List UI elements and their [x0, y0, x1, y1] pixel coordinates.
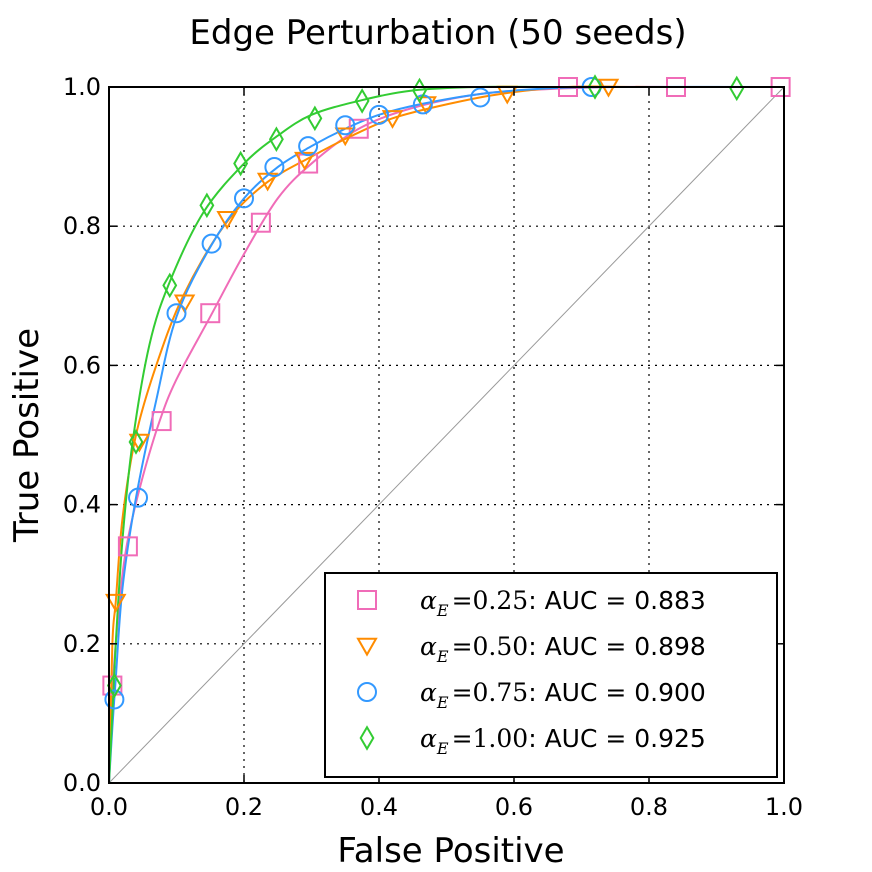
x-tick-label: 0.2	[225, 793, 263, 821]
legend-marker-1	[357, 590, 377, 610]
legend-label-2: αE =0.50: AUC = 0.898	[420, 632, 706, 666]
data-point-marker	[587, 74, 603, 100]
y-tick-label: 0.6	[63, 351, 101, 379]
legend-auc: : AUC = 0.898	[528, 632, 706, 661]
legend-marker-2	[356, 637, 378, 657]
legend-label-1: αE =0.25: AUC = 0.883	[420, 586, 706, 620]
x-tick-label: 1.0	[765, 793, 803, 821]
legend-alpha-symbol: α	[420, 724, 437, 753]
legend-subscript: E	[436, 739, 449, 758]
y-tick-label: 1.0	[63, 73, 101, 101]
data-point-marker	[216, 211, 238, 230]
data-point-marker	[200, 303, 221, 324]
y-tick-label: 0.8	[63, 212, 101, 240]
roc-curve-3	[109, 85, 785, 783]
legend-marker-4	[359, 725, 375, 751]
data-point-marker	[268, 126, 284, 152]
legend-alpha-value: =0.25	[452, 586, 529, 615]
data-point-marker	[233, 150, 249, 177]
legend-alpha-symbol: α	[420, 586, 437, 615]
ticks-layer: 0.0 0.2 0.4 0.6 0.8 1.0 0.0 0.2 0.4 0.6 0.8 1.0	[63, 73, 803, 821]
curves-layer	[109, 85, 785, 783]
data-point-marker	[105, 593, 127, 613]
x-tick-label: 0.6	[495, 793, 533, 821]
data-point-marker	[106, 672, 122, 699]
y-tick-label: 0.0	[63, 769, 101, 797]
data-point-marker	[294, 151, 316, 171]
x-axis-label: False Positive	[337, 831, 564, 871]
data-point-marker	[369, 104, 389, 125]
legend-label-4: αE =1.00: AUC = 0.925	[420, 724, 706, 758]
legend-auc: : AUC = 0.883	[528, 586, 706, 615]
data-point-marker	[104, 689, 125, 710]
data-point-marker	[264, 157, 285, 178]
data-point-marker	[201, 233, 222, 254]
data-point-marker	[151, 411, 172, 432]
x-tick-label: 0.4	[360, 793, 398, 821]
data-point-marker	[298, 136, 319, 157]
y-tick-label: 0.2	[63, 630, 101, 658]
data-point-marker	[173, 294, 196, 314]
x-tick-label: 0.8	[630, 793, 668, 821]
data-point-marker	[250, 212, 271, 233]
data-point-marker	[128, 429, 144, 455]
x-tick-label: 0.0	[90, 793, 128, 821]
legend-alpha-value: =0.50	[452, 632, 529, 661]
data-point-marker	[729, 75, 745, 102]
data-point-marker	[128, 487, 149, 508]
data-point-marker	[199, 192, 215, 219]
legend-alpha-value: =0.75	[452, 678, 529, 707]
data-point-marker	[335, 115, 356, 136]
diagonal-reference-line	[108, 86, 785, 784]
data-point-marker	[128, 433, 151, 453]
legend-alpha-symbol: α	[420, 678, 437, 707]
legend-marker-3	[357, 682, 377, 702]
legend-alpha-symbol: α	[420, 632, 437, 661]
data-point-marker	[234, 188, 254, 209]
data-point-marker	[415, 96, 437, 115]
data-point-marker	[117, 536, 138, 557]
data-point-marker	[162, 272, 178, 299]
legend-box	[324, 572, 778, 778]
plot-frame	[108, 86, 785, 784]
legend-subscript: E	[436, 647, 449, 666]
y-tick-label: 0.4	[63, 491, 101, 519]
legend-alpha-value: =1.00	[452, 724, 529, 753]
legend-auc: : AUC = 0.900	[528, 678, 706, 707]
legend-label-3: αE =0.75: AUC = 0.900	[420, 678, 706, 712]
data-point-marker	[354, 88, 370, 114]
chart-title: Edge Perturbation (50 seeds)	[189, 13, 686, 53]
legend-auc: : AUC = 0.925	[528, 724, 706, 753]
data-point-marker	[334, 127, 356, 147]
legend-subscript: E	[436, 601, 449, 620]
data-point-marker	[470, 87, 491, 108]
data-point-marker	[166, 303, 187, 324]
data-point-marker	[307, 105, 323, 132]
legend-subscript: E	[436, 693, 449, 712]
y-axis-label: True Positive	[7, 328, 47, 543]
